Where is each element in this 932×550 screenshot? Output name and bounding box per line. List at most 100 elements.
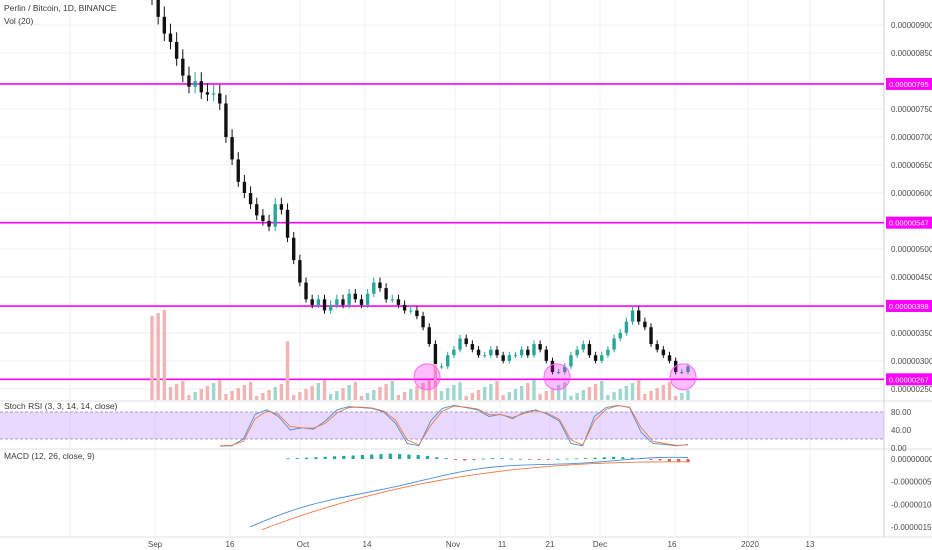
candle-body-66[interactable]: [556, 372, 561, 374]
candle-body-29[interactable]: [328, 304, 333, 311]
candle-body-51[interactable]: [464, 338, 468, 345]
candle-body-78[interactable]: [630, 310, 635, 322]
price-axis[interactable]: 0.00000900 0.00000850 0.00000750 0.00000700…: [886, 21, 932, 532]
candle-body-21[interactable]: [279, 204, 284, 210]
volume-bar-56: [495, 381, 499, 400]
candle-body-57[interactable]: [501, 355, 505, 361]
candle-body-7[interactable]: [193, 81, 197, 87]
candle-body-64[interactable]: [544, 349, 548, 361]
candle-body-12[interactable]: [224, 103, 228, 138]
candle-body-50[interactable]: [458, 338, 462, 350]
candle-body-65[interactable]: [550, 360, 555, 373]
candle-body-40[interactable]: [396, 299, 401, 305]
candle-body-45[interactable]: [427, 327, 431, 345]
volume-legend: Vol (20): [4, 16, 33, 26]
volume-bar-22: [285, 341, 290, 400]
candle-body-74[interactable]: [606, 349, 610, 356]
candle-body-28[interactable]: [322, 299, 327, 311]
candle-body-86[interactable]: [680, 372, 684, 374]
candle-body-53[interactable]: [476, 349, 481, 356]
candle-body-27[interactable]: [316, 299, 321, 305]
candle-body-46[interactable]: [433, 344, 438, 367]
macd-hist-22: [491, 458, 495, 460]
candle-body-47[interactable]: [439, 366, 444, 368]
volume-bar-61: [526, 383, 530, 400]
candle-body-41[interactable]: [402, 304, 407, 311]
candle-body-84[interactable]: [667, 355, 672, 361]
candle-body-42[interactable]: [409, 310, 413, 312]
volume-bar-30: [335, 391, 339, 400]
candle-body-36[interactable]: [372, 282, 376, 294]
candle-body-9[interactable]: [205, 92, 210, 95]
candle-body-58[interactable]: [507, 355, 512, 361]
candle-body-30[interactable]: [335, 299, 339, 305]
candle-body-8[interactable]: [199, 81, 203, 93]
candle-body-49[interactable]: [452, 349, 456, 356]
candle-body-35[interactable]: [365, 293, 370, 305]
candle-body-24[interactable]: [298, 260, 302, 283]
candle-body-4[interactable]: [174, 41, 179, 59]
candle-body-19[interactable]: [267, 220, 271, 227]
candle-body-44[interactable]: [421, 316, 425, 328]
time-axis[interactable]: Sep 16 Oct 14 Nov 11 21 Dec 16 2020 13: [148, 540, 815, 549]
candle-body-25[interactable]: [304, 282, 308, 300]
candle-body-17[interactable]: [255, 204, 259, 216]
macd-hist-21: [481, 458, 485, 460]
candle-body-73[interactable]: [600, 355, 604, 361]
candle-body-56[interactable]: [495, 349, 499, 356]
candle-body-34[interactable]: [359, 299, 364, 305]
candle-body-69[interactable]: [575, 349, 579, 356]
volume-bar-19: [267, 390, 271, 400]
candle-body-16[interactable]: [248, 193, 253, 205]
candle-body-18[interactable]: [261, 215, 265, 221]
candle-body-77[interactable]: [624, 321, 629, 333]
candle-body-23[interactable]: [292, 237, 296, 261]
candle-body-76[interactable]: [618, 332, 622, 339]
candle-body-67[interactable]: [563, 366, 567, 373]
candle-body-61[interactable]: [526, 349, 530, 356]
candle-body-31[interactable]: [341, 299, 345, 305]
volume-bar-28: [322, 380, 327, 400]
candle-body-82[interactable]: [655, 344, 659, 350]
candle-body-33[interactable]: [353, 293, 358, 300]
candle-body-83[interactable]: [661, 349, 666, 356]
candle-body-59[interactable]: [513, 355, 518, 357]
candle-body-11[interactable]: [218, 93, 222, 104]
candle-body-55[interactable]: [489, 349, 493, 356]
candle-body-14[interactable]: [236, 159, 240, 182]
candle-body-81[interactable]: [649, 327, 653, 345]
candle-body-6[interactable]: [187, 75, 191, 87]
candle-body-38[interactable]: [384, 288, 388, 300]
candle-body-43[interactable]: [415, 310, 419, 317]
candle-body-79[interactable]: [637, 310, 641, 322]
candle-body-62[interactable]: [532, 344, 536, 356]
candle-body-72[interactable]: [593, 355, 598, 361]
candle-body-3[interactable]: [168, 33, 173, 42]
candle-body-2[interactable]: [162, 16, 167, 34]
candle-body-10[interactable]: [211, 93, 216, 95]
candle-body-63[interactable]: [538, 344, 542, 350]
candle-body-22[interactable]: [285, 209, 290, 238]
candle-body-39[interactable]: [390, 299, 394, 301]
macd-hist-15: [425, 455, 430, 460]
candle-body-80[interactable]: [643, 321, 647, 328]
candle-body-68[interactable]: [569, 355, 573, 367]
candle-body-60[interactable]: [519, 349, 524, 356]
candle-body-70[interactable]: [581, 344, 585, 350]
candle-body-15[interactable]: [242, 181, 247, 194]
candle-body-52[interactable]: [470, 344, 475, 350]
candle-body-32[interactable]: [347, 293, 351, 305]
candle-body-20[interactable]: [273, 204, 277, 227]
candle-body-75[interactable]: [612, 338, 616, 350]
candle-body-1[interactable]: [156, 0, 160, 17]
candle-body-71[interactable]: [587, 344, 592, 356]
candle-body-54[interactable]: [482, 355, 487, 357]
volume-bar-41: [402, 392, 407, 400]
candle-body-26[interactable]: [310, 299, 314, 305]
candle-body-48[interactable]: [446, 355, 450, 367]
candle-body-13[interactable]: [230, 137, 234, 160]
candle-body-37[interactable]: [378, 282, 382, 289]
candle-body-87[interactable]: [686, 366, 690, 373]
candle-body-5[interactable]: [181, 58, 185, 76]
